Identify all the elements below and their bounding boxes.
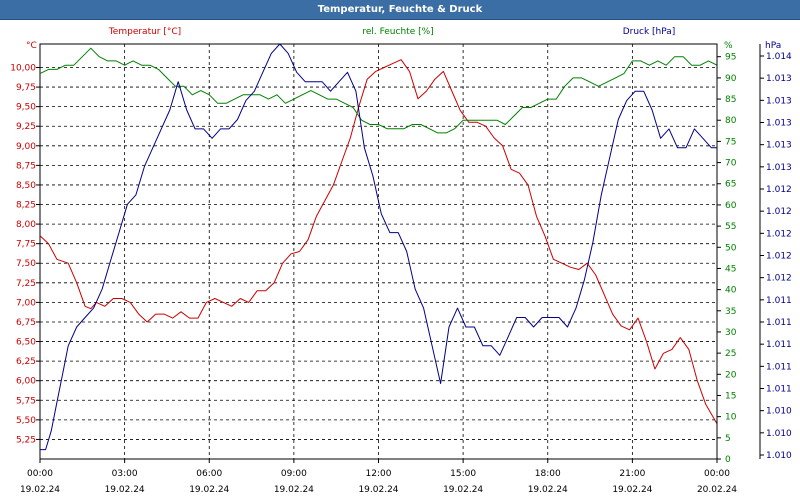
right-axis-unit: hPa xyxy=(765,41,781,51)
left-tick-label: 7,75 xyxy=(16,240,36,250)
left-axis-ticks: 10,00 9,75 9,50 9,25 9,00 8,75 8,50 8,25 8,00 7,7… xyxy=(10,63,40,445)
x-tick-date: 19.02.24 xyxy=(189,485,229,495)
left-tick-label: 5,50 xyxy=(16,416,36,426)
x-tick-time: 03:00 xyxy=(112,469,138,479)
x-tick-date: 19.02.24 xyxy=(20,485,60,495)
left-tick-label: 7,00 xyxy=(16,298,36,308)
right-axis-ticks: 1.014 1.013 1.013 1.013 1.013 1.013 1.012 1.012… xyxy=(760,52,792,461)
x-tick-date: 19.02.24 xyxy=(105,485,145,495)
right-tick-label: 1.010 xyxy=(766,451,792,461)
right-tick-label: 1.012 xyxy=(766,274,792,284)
right-tick-label: 1.011 xyxy=(766,318,792,328)
x-axis-ticks: 00:00 19.02.24 03:00 19.02.24 06:00 19.02.24 0… xyxy=(20,459,737,495)
x-tick-time: 09:00 xyxy=(281,469,307,479)
x-tick-time: 18:00 xyxy=(535,469,561,479)
x-tick-time: 00:00 xyxy=(704,469,730,479)
right-tick-label: 1.013 xyxy=(766,96,792,106)
mid-tick-label: 15 xyxy=(725,391,736,401)
legend-humidity: rel. Feuchte [%] xyxy=(362,27,433,37)
left-tick-label: 5,25 xyxy=(16,435,36,445)
x-tick-date: 19.02.24 xyxy=(612,485,652,495)
right-tick-label: 1.013 xyxy=(766,119,792,129)
left-tick-label: 7,25 xyxy=(16,279,36,289)
right-tick-label: 1.011 xyxy=(766,362,792,372)
mid-tick-label: 50 xyxy=(725,243,737,253)
right-tick-label: 1.012 xyxy=(766,252,792,262)
title-bar: Temperatur, Feuchte & Druck xyxy=(0,0,800,20)
x-tick-time: 12:00 xyxy=(366,469,392,479)
mid-tick-label: 30 xyxy=(725,328,737,338)
left-tick-label: 9,50 xyxy=(16,103,36,113)
left-tick-label: 10,00 xyxy=(10,63,36,73)
left-tick-label: 5,75 xyxy=(16,396,36,406)
right-tick-label: 1.011 xyxy=(766,340,792,350)
left-tick-label: 7,50 xyxy=(16,259,36,269)
mid-tick-label: 70 xyxy=(725,159,737,169)
right-tick-label: 1.012 xyxy=(766,207,792,217)
x-tick-time: 21:00 xyxy=(619,469,645,479)
series-line xyxy=(39,59,718,425)
mid-tick-label: 90 xyxy=(725,74,737,84)
mid-tick-label: 85 xyxy=(725,95,736,105)
mid-tick-label: 65 xyxy=(725,180,736,190)
right-tick-label: 1.011 xyxy=(766,296,792,306)
mid-tick-label: 35 xyxy=(725,307,736,317)
mid-tick-label: 75 xyxy=(725,137,736,147)
series-line xyxy=(39,47,718,134)
x-tick-date: 19.02.24 xyxy=(274,485,314,495)
left-tick-label: 6,75 xyxy=(16,318,36,328)
legend-temperature: Temperatur [°C] xyxy=(108,27,181,37)
left-tick-label: 8,00 xyxy=(16,220,36,230)
mid-tick-label: 10 xyxy=(725,413,737,423)
right-tick-label: 1.013 xyxy=(766,163,792,173)
left-tick-label: 6,50 xyxy=(16,338,36,348)
x-tick-time: 00:00 xyxy=(27,469,53,479)
x-tick-date: 19.02.24 xyxy=(443,485,483,495)
mid-tick-label: 20 xyxy=(725,370,737,380)
mid-tick-label: 80 xyxy=(725,116,737,126)
x-tick-date: 19.02.24 xyxy=(358,485,398,495)
right-tick-label: 1.012 xyxy=(766,229,792,239)
mid-tick-label: 60 xyxy=(725,201,737,211)
mid-tick-label: 25 xyxy=(725,349,736,359)
left-tick-label: 6,00 xyxy=(16,377,36,387)
x-tick-time: 15:00 xyxy=(450,469,476,479)
right-tick-label: 1.011 xyxy=(766,385,792,395)
legend-pressure: Druck [hPa] xyxy=(623,27,676,37)
series-lines xyxy=(39,43,718,451)
left-tick-label: 6,25 xyxy=(16,357,36,367)
mid-tick-label: 5 xyxy=(725,434,731,444)
mid-tick-label: 95 xyxy=(725,53,736,63)
left-tick-label: 8,50 xyxy=(16,181,36,191)
x-tick-date: 19.02.24 xyxy=(528,485,568,495)
mid-axis-unit: % xyxy=(724,41,733,51)
left-axis-unit: °C xyxy=(26,41,37,51)
right-tick-label: 1.012 xyxy=(766,185,792,195)
grid xyxy=(40,44,717,459)
right-tick-label: 1.010 xyxy=(766,429,792,439)
left-tick-label: 9,25 xyxy=(16,122,36,132)
chart-title: Temperatur, Feuchte & Druck xyxy=(317,4,483,15)
left-tick-label: 9,75 xyxy=(16,83,36,93)
mid-tick-label: 55 xyxy=(725,222,736,232)
series-line xyxy=(40,43,717,451)
right-tick-label: 1.013 xyxy=(766,141,792,151)
mid-tick-label: 0 xyxy=(725,455,731,465)
mid-tick-label: 40 xyxy=(725,286,737,296)
right-tick-label: 1.010 xyxy=(766,407,792,417)
left-tick-label: 9,00 xyxy=(16,142,36,152)
left-tick-label: 8,25 xyxy=(16,201,36,211)
right-tick-label: 1.014 xyxy=(766,52,792,62)
mid-tick-label: 45 xyxy=(725,264,736,274)
x-tick-time: 06:00 xyxy=(196,469,222,479)
x-tick-date: 20.02.24 xyxy=(697,485,737,495)
right-tick-label: 1.013 xyxy=(766,74,792,84)
left-tick-label: 8,75 xyxy=(16,161,36,171)
